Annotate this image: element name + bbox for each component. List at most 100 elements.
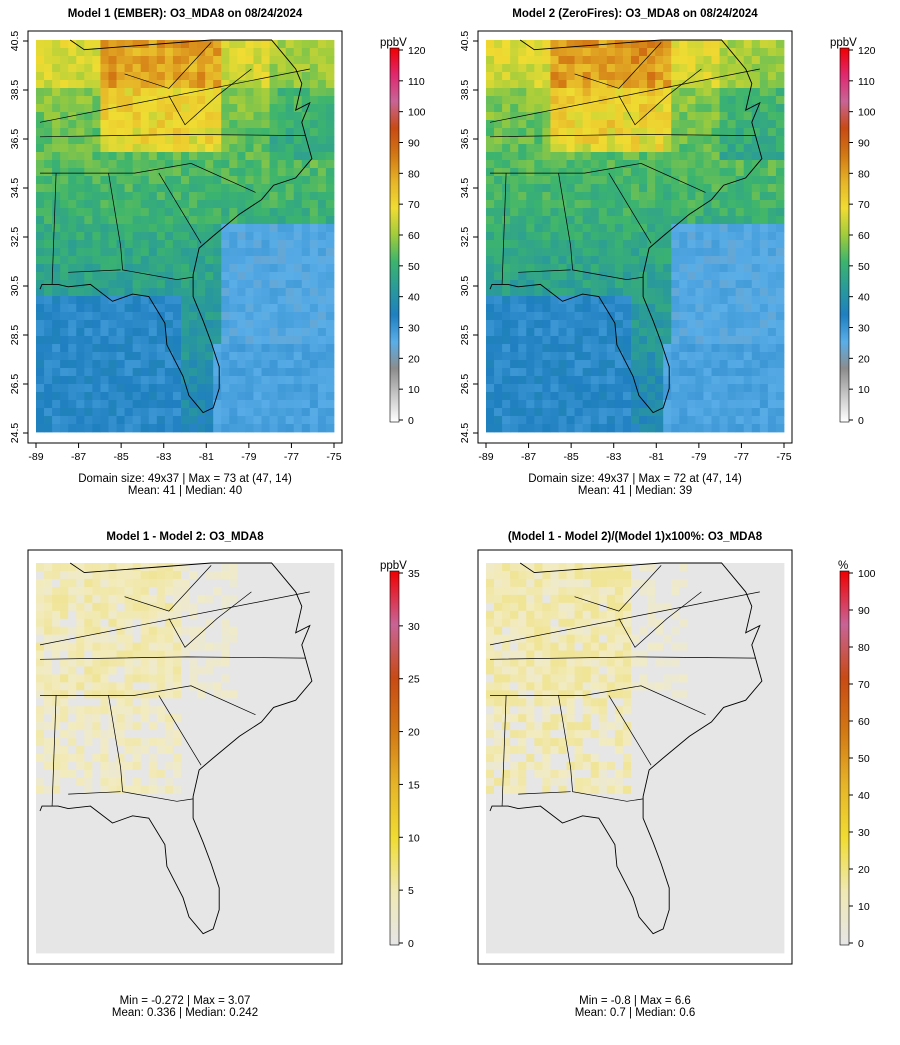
heatmap-cell — [486, 136, 495, 145]
heatmap-cell — [124, 376, 134, 385]
heatmap-cell — [229, 168, 238, 177]
heatmap-cell — [622, 128, 632, 137]
heatmap-cell — [743, 176, 753, 185]
heatmap-cell — [180, 666, 190, 675]
heatmap-cell — [751, 248, 761, 257]
heatmap-cell — [639, 176, 648, 185]
heatmap-cell — [221, 698, 230, 707]
heatmap-cell — [671, 80, 680, 89]
heatmap-cell — [261, 312, 270, 321]
heatmap-cell — [550, 320, 559, 329]
heatmap-cell — [695, 208, 704, 217]
heatmap-cell — [108, 738, 117, 747]
heatmap-cell — [269, 586, 279, 596]
heatmap-cell — [189, 256, 198, 265]
heatmap-cell — [639, 40, 648, 49]
heatmap-cell — [221, 48, 230, 57]
heatmap-cell — [140, 304, 150, 313]
colorbar-tick-label: 70 — [858, 199, 870, 211]
heatmap-cell — [486, 400, 495, 409]
colorbar-tick-label: 20 — [408, 353, 420, 365]
heatmap-cell — [116, 586, 125, 596]
heatmap-cell — [44, 344, 53, 353]
heatmap-cell — [213, 216, 222, 225]
heatmap-cell — [719, 64, 729, 73]
heatmap-cell — [140, 80, 150, 89]
heatmap-cell — [205, 730, 214, 739]
heatmap-cell — [52, 682, 61, 691]
heatmap-cell — [285, 650, 295, 659]
heatmap-cell — [293, 352, 303, 361]
heatmap-cell — [598, 400, 608, 409]
heatmap-cell — [245, 416, 254, 425]
heatmap-cell — [518, 392, 527, 401]
heatmap-cell — [36, 168, 45, 177]
heatmap-cell — [301, 216, 311, 225]
heatmap-cell — [124, 769, 134, 779]
heatmap-cell — [116, 666, 125, 675]
heatmap-cell — [189, 320, 198, 329]
heatmap-cell — [189, 296, 198, 305]
heatmap-cell — [124, 730, 134, 739]
heatmap-cell — [156, 416, 166, 425]
heatmap-cell — [574, 392, 584, 401]
heatmap-cell — [518, 280, 527, 289]
heatmap-cell — [205, 777, 214, 787]
heatmap-cell — [205, 746, 214, 755]
heatmap-cell — [510, 136, 519, 145]
heatmap-cell — [775, 376, 785, 385]
heatmap-cell — [76, 376, 85, 385]
heatmap-cell — [687, 208, 696, 217]
heatmap-cell — [164, 296, 174, 305]
heatmap-cell — [197, 690, 206, 699]
heatmap-cell — [518, 176, 527, 185]
heatmap-cell — [590, 120, 600, 129]
heatmap-cell — [68, 232, 77, 241]
heatmap-cell — [269, 144, 279, 153]
heatmap-cell — [156, 128, 166, 137]
heatmap-cell — [116, 610, 125, 620]
heatmap-cell — [590, 192, 600, 201]
heatmap-cell — [76, 304, 85, 313]
heatmap-cell — [108, 200, 117, 209]
heatmap-cell — [189, 730, 198, 739]
heatmap-cell — [622, 400, 632, 409]
heatmap-cell — [767, 376, 777, 385]
heatmap-cell — [116, 216, 125, 225]
heatmap-cell — [767, 392, 777, 401]
heatmap-cell — [253, 809, 262, 819]
heatmap-cell — [719, 152, 729, 161]
heatmap-cell — [221, 304, 230, 313]
heatmap-cell — [486, 216, 495, 225]
heatmap-cell — [606, 144, 616, 153]
heatmap-cell — [486, 112, 495, 121]
heatmap-cell — [679, 192, 688, 201]
heatmap-cell — [140, 336, 150, 345]
heatmap-cell — [759, 328, 769, 337]
state-border — [40, 163, 256, 193]
heatmap-cell — [60, 96, 69, 105]
heatmap-cell — [679, 224, 688, 233]
heatmap-cell — [140, 120, 150, 129]
heatmap-cell — [172, 586, 182, 596]
heatmap-cell — [277, 152, 287, 161]
heatmap-cell — [687, 112, 696, 121]
heatmap-cell — [582, 160, 592, 169]
heatmap-cell — [558, 56, 567, 65]
heatmap-cell — [301, 40, 311, 49]
heatmap-cell — [245, 320, 254, 329]
heatmap-cell — [68, 256, 77, 265]
heatmap-cell — [614, 248, 624, 257]
heatmap-cell — [197, 216, 206, 225]
heatmap-cell — [76, 817, 85, 827]
heatmap-cell — [630, 96, 640, 105]
heatmap-cell — [671, 112, 680, 121]
heatmap-cell — [325, 682, 335, 691]
heatmap-cell — [205, 801, 214, 811]
heatmap-cell — [164, 682, 174, 691]
heatmap-cell — [172, 184, 182, 193]
heatmap-cell — [293, 682, 303, 691]
heatmap-cell — [229, 618, 238, 628]
heatmap-cell — [639, 360, 648, 369]
heatmap-cell — [140, 152, 150, 161]
